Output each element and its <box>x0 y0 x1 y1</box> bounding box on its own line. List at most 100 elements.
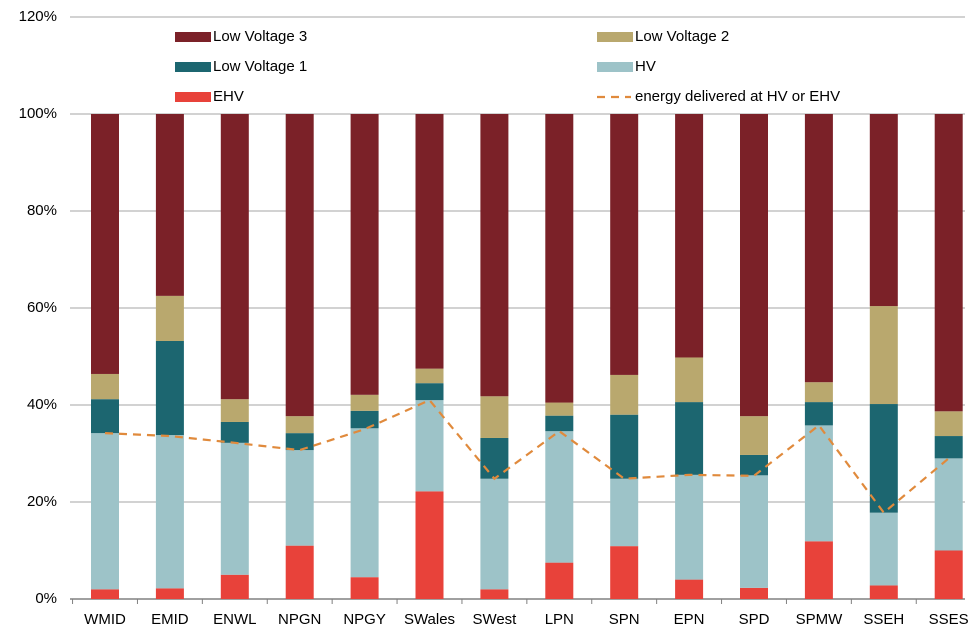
y-tick-label: 20% <box>27 493 57 510</box>
x-tick-label: ENWL <box>213 611 256 628</box>
bar-segment <box>545 431 574 563</box>
bar-segment <box>804 402 833 426</box>
bar-segment <box>740 454 768 476</box>
x-tick-label: SPD <box>739 611 770 628</box>
legend-label: HV <box>635 58 656 75</box>
y-tick-label: 60% <box>27 299 57 316</box>
bar-segment <box>415 368 444 384</box>
bar-segment <box>869 585 898 599</box>
legend-label: EHV <box>213 88 244 105</box>
legend-label: Low Voltage 1 <box>213 58 307 75</box>
bar-segment <box>350 428 379 578</box>
bar-segment <box>220 421 249 443</box>
bar-segment <box>740 475 768 588</box>
bar-segment <box>610 374 639 415</box>
bar-segment <box>804 114 833 383</box>
legend-label: Low Voltage 2 <box>635 28 729 45</box>
bar-segment <box>220 399 249 422</box>
bar-segment <box>350 394 379 411</box>
bar-segment <box>91 589 119 599</box>
x-tick-label: EMID <box>151 611 189 628</box>
bar-segment <box>155 114 184 296</box>
bar-segment <box>869 404 898 513</box>
x-tick-label: SSES <box>929 611 969 628</box>
y-tick-label: 0% <box>35 590 57 607</box>
bar-segment <box>934 411 963 437</box>
y-tick-label: 80% <box>27 202 57 219</box>
bar-segment <box>804 425 833 542</box>
bar-segment <box>675 402 704 475</box>
bar-segment <box>610 478 639 547</box>
bar-segment <box>545 402 574 416</box>
bar-segment <box>610 414 639 479</box>
bar-segment <box>480 589 509 599</box>
line-series <box>104 398 950 515</box>
y-tick-label: 120% <box>19 8 57 25</box>
bar-segment <box>415 400 444 492</box>
x-tick-label: EPN <box>674 611 705 628</box>
bar-segment <box>480 396 509 438</box>
bar-segment <box>415 491 444 599</box>
legend-label: energy delivered at HV or EHV <box>635 88 840 105</box>
bar-segment <box>155 588 184 599</box>
bar-segment <box>740 416 768 455</box>
x-tick-label: WMID <box>84 611 126 628</box>
legend-label: Low Voltage 3 <box>213 28 307 45</box>
x-tick-label: NPGY <box>343 611 386 628</box>
bar-segment <box>91 373 119 400</box>
bar-segment <box>350 577 379 599</box>
y-tick-label: 40% <box>27 396 57 413</box>
bar-segment <box>285 433 314 451</box>
bar-segment <box>415 383 444 401</box>
bar-segment <box>675 357 704 403</box>
bar-segment <box>675 579 704 599</box>
x-tick-label: SWales <box>404 611 455 628</box>
bar-segment <box>804 541 833 599</box>
bar-segment <box>610 114 639 375</box>
legend-marker <box>597 32 633 42</box>
x-tick-label: SPN <box>609 611 640 628</box>
bar-segment <box>220 114 249 400</box>
bar-segment <box>91 433 119 590</box>
bar-segment <box>285 450 314 546</box>
bar-segment <box>155 340 184 436</box>
legend-marker <box>175 32 211 42</box>
legend-marker <box>175 62 211 72</box>
bar-segment <box>155 295 184 341</box>
bar-segment <box>545 562 574 599</box>
bar-segment <box>285 416 314 434</box>
bar-segment <box>480 114 509 397</box>
bar-segment <box>934 436 963 459</box>
bar-segment <box>934 550 963 599</box>
bar-segment <box>869 306 898 405</box>
legend-marker <box>597 62 633 72</box>
bar-segment <box>675 114 704 358</box>
bar-segment <box>545 114 574 403</box>
bar-segment <box>740 587 768 599</box>
bar-segment <box>545 415 574 432</box>
bar-segment <box>285 545 314 599</box>
bar-segment <box>675 474 704 580</box>
legend-marker <box>175 92 211 102</box>
bar-segment <box>480 478 509 590</box>
bar-segment <box>415 114 444 369</box>
bar-segment <box>91 399 119 434</box>
x-tick-label: SSEH <box>863 611 904 628</box>
x-tick-label: NPGN <box>278 611 321 628</box>
bar-segment <box>934 114 963 412</box>
bar-segment <box>285 114 314 417</box>
bar-segment <box>740 114 768 417</box>
bar-segment <box>869 512 898 586</box>
x-tick-label: LPN <box>545 611 574 628</box>
bar-segment <box>155 435 184 589</box>
bar-segment <box>91 114 119 374</box>
bar-segment <box>804 382 833 403</box>
bar-segment <box>610 546 639 599</box>
bar-segment <box>220 574 249 599</box>
x-tick-label: SWest <box>472 611 517 628</box>
y-tick-label: 100% <box>19 105 57 122</box>
bar-segment <box>869 114 898 307</box>
bar-segment <box>220 442 249 575</box>
bar-segment <box>934 458 963 551</box>
